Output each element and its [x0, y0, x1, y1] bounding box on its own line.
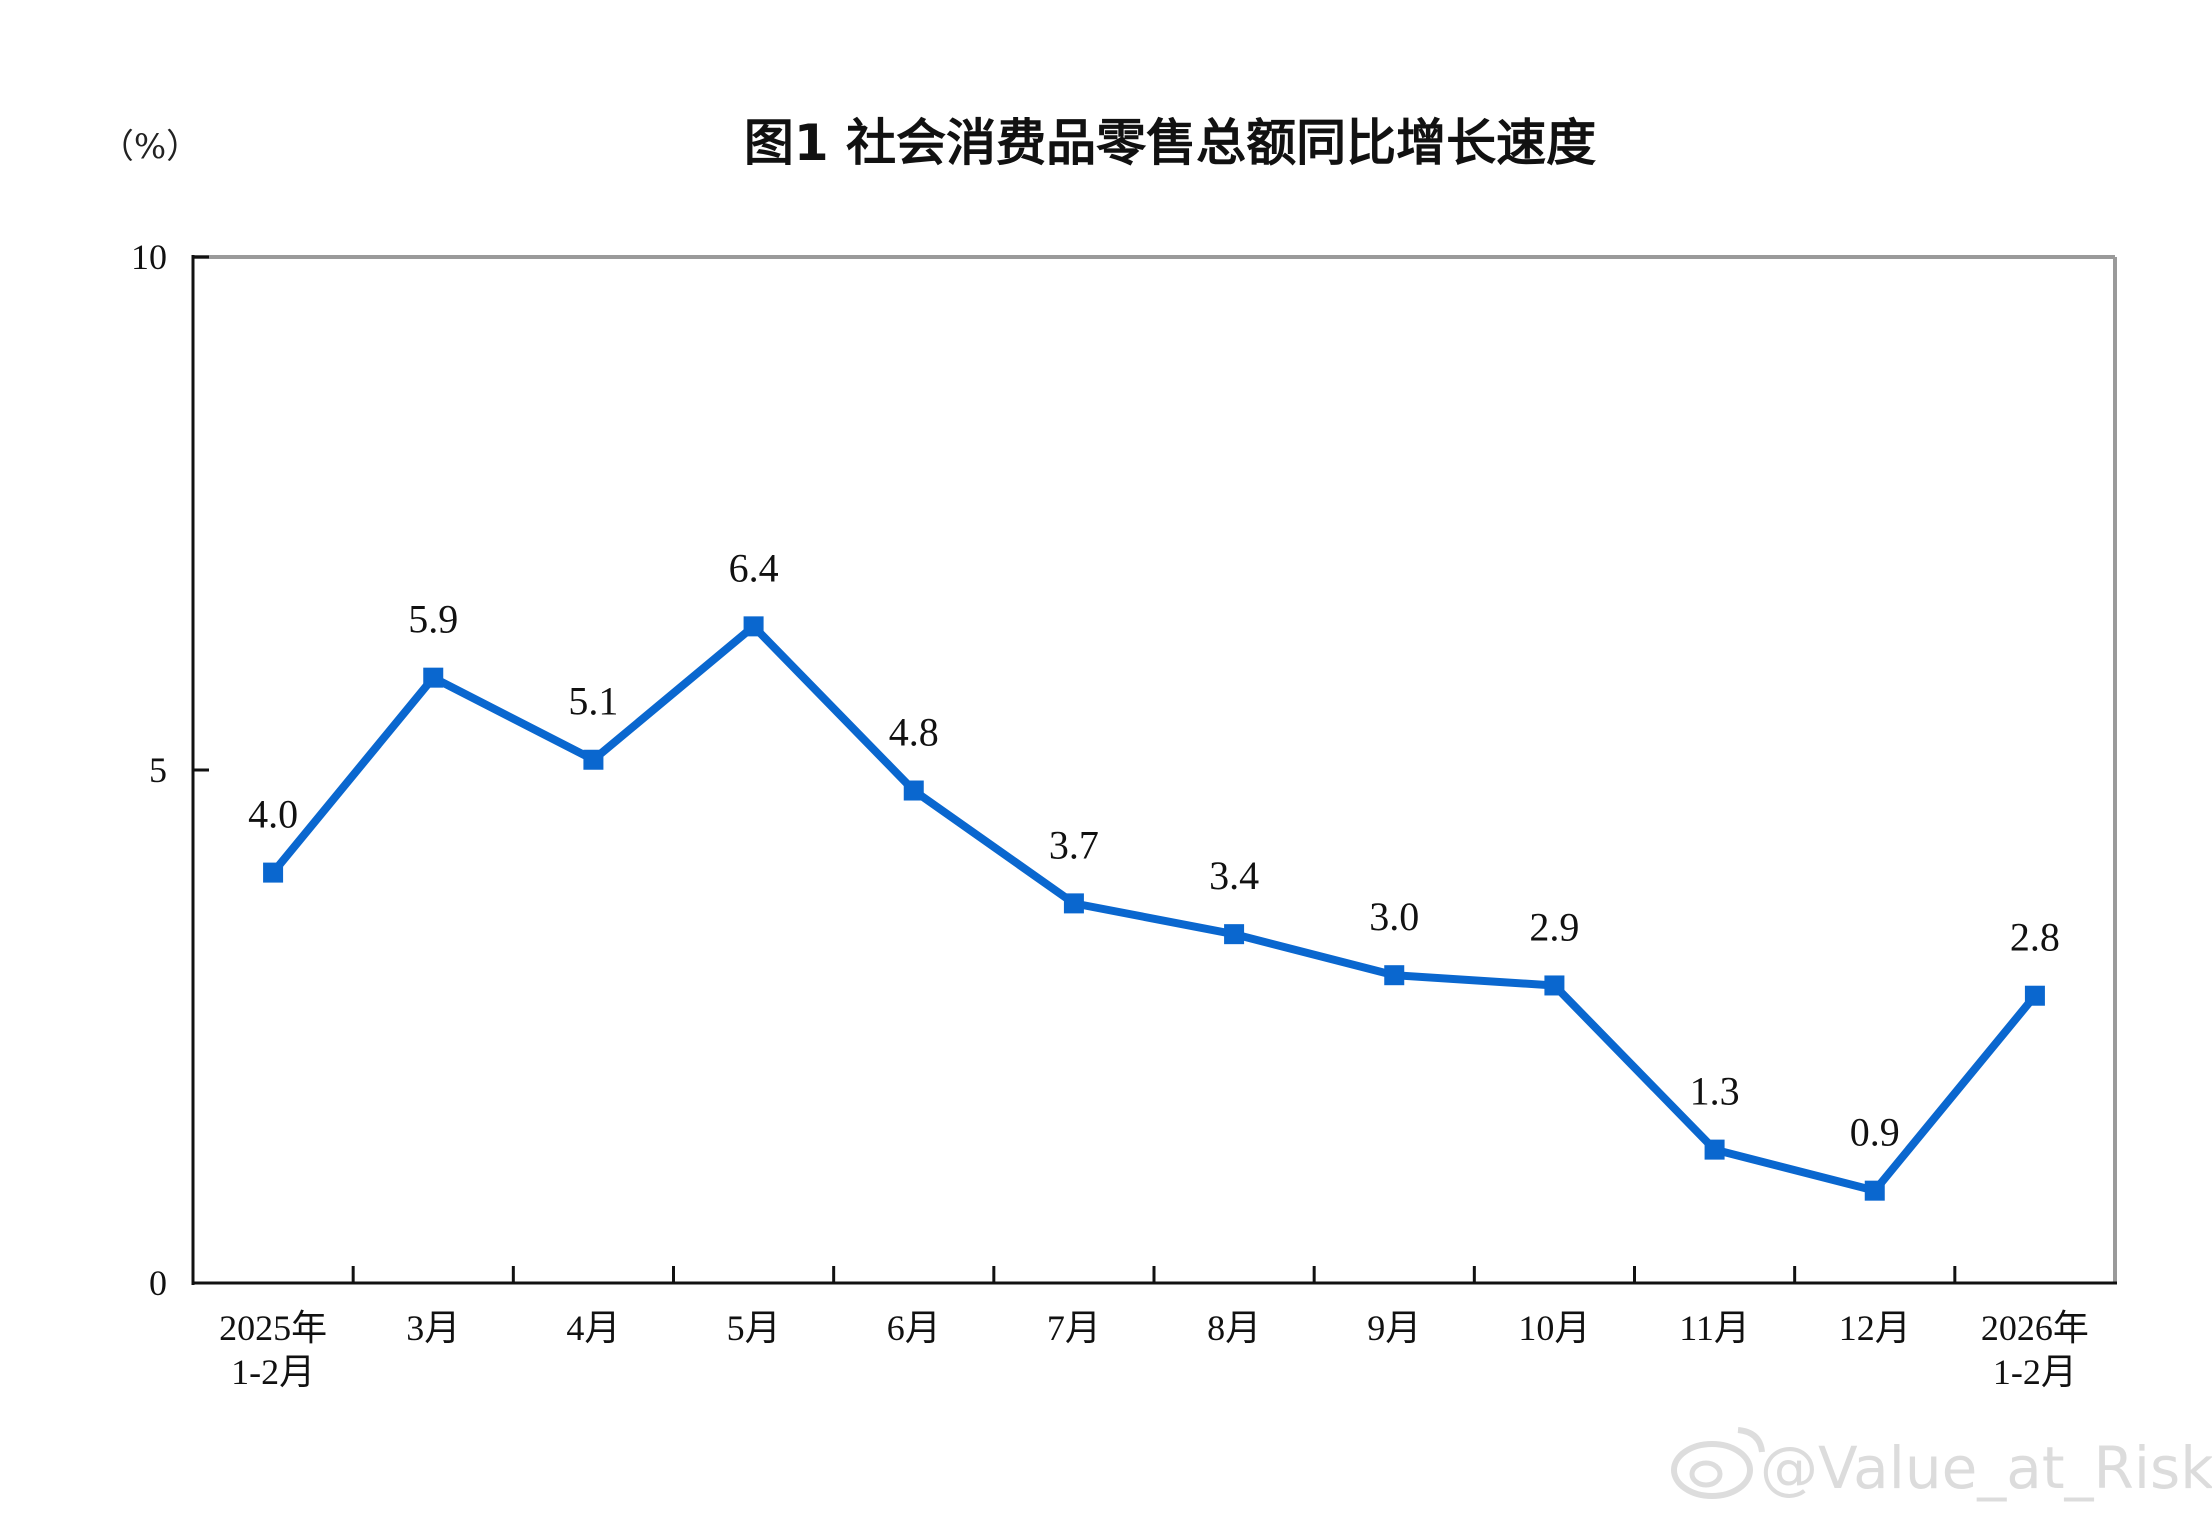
data-label: 2.9	[1529, 904, 1579, 949]
y-tick-label: 0	[149, 1263, 167, 1303]
series-layer	[263, 616, 2045, 1201]
weibo-logo-icon	[1671, 1427, 1765, 1499]
data-label: 1.3	[1690, 1069, 1740, 1114]
y-unit-label: （%）	[100, 127, 200, 167]
chart-title: 图1 社会消费品零售总额同比增长速度	[744, 114, 1596, 172]
data-point	[423, 667, 444, 688]
x-tick-label: 5月	[727, 1308, 781, 1348]
data-point	[1704, 1139, 1725, 1160]
data-point	[1864, 1180, 1885, 1201]
data-point	[263, 862, 284, 883]
series-line	[269, 622, 2039, 1195]
data-label: 6.4	[729, 545, 779, 590]
data-point	[1063, 893, 1084, 914]
data-label: 4.8	[889, 710, 939, 755]
x-tick-label: 4月	[566, 1308, 620, 1348]
y-axis: 0 5 10	[131, 237, 209, 1303]
data-label: 4.0	[248, 792, 298, 837]
data-point	[583, 749, 604, 770]
data-label: 3.0	[1369, 894, 1419, 939]
x-tick-label: 2026年 1-2月	[1981, 1308, 2089, 1392]
plot-frame	[193, 255, 2117, 1283]
data-point	[2024, 985, 2045, 1006]
x-tick-label: 7月	[1047, 1308, 1101, 1348]
data-point	[903, 780, 924, 801]
x-tick-label: 6月	[887, 1308, 941, 1348]
x-tick-label: 2025年 1-2月	[219, 1308, 327, 1392]
x-tick-label: 12月	[1839, 1308, 1911, 1348]
data-label: 2.8	[2010, 915, 2060, 960]
data-point	[743, 616, 764, 637]
data-label: 0.9	[1850, 1110, 1900, 1155]
data-label: 3.7	[1049, 822, 1099, 867]
x-tick-label: 9月	[1367, 1308, 1421, 1348]
x-tick-label: 10月	[1518, 1308, 1590, 1348]
data-label: 5.1	[568, 679, 618, 724]
y-tick-label: 10	[131, 237, 167, 277]
watermark-text: @Value_at_Risk	[1760, 1434, 2212, 1502]
y-tick-label: 5	[149, 750, 167, 790]
data-point	[1384, 965, 1405, 986]
data-point	[1544, 975, 1565, 996]
x-tick-label: 8月	[1207, 1308, 1261, 1348]
x-axis: 2025年 1-2月 3月 4月 5月 6月 7月 8月 9月 10月 11月 12月 2026年 1-2…	[193, 1266, 2117, 1392]
data-labels: 4.0 5.9 5.1 6.4 4.8 3.7 3.4 3.0 2.9 1.3 0.9 2.8	[248, 545, 2060, 1154]
data-label: 5.9	[408, 597, 458, 642]
data-label: 3.4	[1209, 853, 1259, 898]
watermark: @Value_at_Risk	[1671, 1427, 2212, 1502]
data-point	[1224, 924, 1245, 945]
x-tick-label: 11月	[1679, 1308, 1750, 1348]
x-tick-label: 3月	[406, 1308, 460, 1348]
